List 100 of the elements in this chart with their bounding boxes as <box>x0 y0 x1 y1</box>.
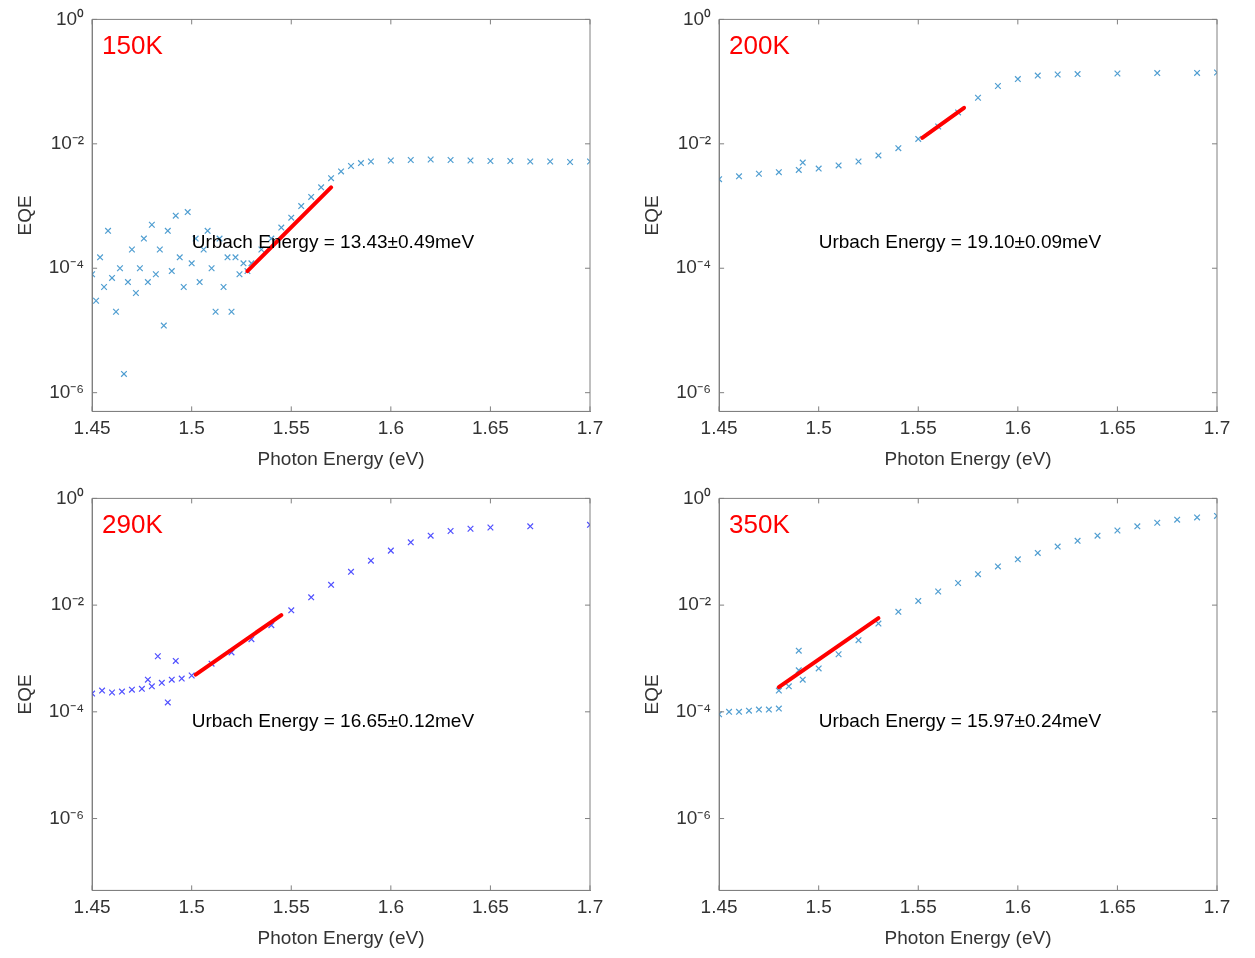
x-tick-label: 1.7 <box>576 896 604 918</box>
x-tick-label: 1.7 <box>576 417 604 439</box>
point <box>1054 71 1062 78</box>
point <box>799 159 807 166</box>
point <box>367 557 375 565</box>
point <box>144 676 152 684</box>
y-tick-label: 10⁰ <box>682 7 712 29</box>
point <box>855 636 862 644</box>
x-axis-title: Photon Energy (eV) <box>884 447 1052 469</box>
point <box>447 527 455 535</box>
chart-title: 350K <box>729 508 791 539</box>
x-tick-label: 1.65 <box>471 896 509 918</box>
y-tick-label: 10⁰ <box>55 7 85 29</box>
point <box>1094 532 1101 540</box>
x-tick-label: 1.5 <box>805 417 832 439</box>
point <box>1054 543 1062 551</box>
point <box>755 170 763 178</box>
x-tick-label: 1.65 <box>471 417 509 439</box>
point <box>1173 516 1181 524</box>
x-tick-label: 1.6 <box>1004 896 1032 918</box>
point <box>148 682 156 690</box>
point <box>974 94 982 102</box>
point <box>914 597 922 605</box>
y-tick-label: 10⁻⁶ <box>49 806 85 828</box>
point <box>1014 75 1022 83</box>
point <box>467 525 474 533</box>
x-tick-label: 1.6 <box>1004 417 1032 439</box>
point <box>894 144 902 152</box>
y-tick-label: 10⁰ <box>682 486 712 508</box>
point <box>894 608 902 616</box>
y-tick-label: 10⁻⁴ <box>675 700 712 722</box>
annotation: Urbach Energy = 15.97±0.24meV <box>818 710 1102 732</box>
point <box>755 706 763 714</box>
point <box>725 708 733 716</box>
y-tick-label: 10⁻² <box>50 132 85 154</box>
point <box>765 706 773 714</box>
point <box>1034 72 1042 80</box>
point <box>108 689 116 696</box>
x-tick-label: 1.55 <box>899 896 937 918</box>
y-tick-label: 10⁻² <box>677 132 712 154</box>
x-tick-label: 1.5 <box>178 896 205 918</box>
annotation: Urbach Energy = 19.10±0.09meV <box>818 231 1102 253</box>
x-tick-label: 1.6 <box>377 417 405 439</box>
point <box>387 547 395 555</box>
point <box>307 593 315 601</box>
x-tick-label: 1.7 <box>1203 417 1231 439</box>
x-tick-label: 1.65 <box>1098 417 1136 439</box>
chart-title: 200K <box>729 29 791 60</box>
y-tick-label: 10⁰ <box>55 486 85 508</box>
x-axis-title: Photon Energy (eV) <box>257 447 425 469</box>
point <box>815 165 823 173</box>
x-tick-label: 1.45 <box>700 417 738 439</box>
x-tick-label: 1.7 <box>1203 896 1231 918</box>
point <box>138 685 146 693</box>
point <box>785 682 793 690</box>
x-tick-label: 1.45 <box>73 417 111 439</box>
x-tick-label: 1.5 <box>178 417 205 439</box>
point <box>1034 549 1042 557</box>
point <box>815 665 823 672</box>
chart-title: 290K <box>102 508 164 539</box>
point <box>795 647 803 655</box>
point <box>745 707 753 715</box>
x-axis-title: Photon Energy (eV) <box>884 926 1052 948</box>
point <box>1074 70 1082 78</box>
x-tick-label: 1.55 <box>899 417 937 439</box>
y-tick-label: 10⁻⁶ <box>49 380 85 402</box>
point <box>98 687 106 695</box>
point <box>172 657 180 665</box>
point <box>164 699 172 706</box>
point <box>1074 537 1082 545</box>
point <box>775 705 783 713</box>
y-axis-title: EQE <box>13 195 35 236</box>
point <box>1014 555 1022 563</box>
point <box>835 650 843 658</box>
point <box>994 563 1002 570</box>
point <box>1153 69 1161 77</box>
point <box>795 166 803 174</box>
y-axis-title: EQE <box>640 195 662 236</box>
y-tick-label: 10⁻⁶ <box>676 380 712 402</box>
x-tick-label: 1.6 <box>377 896 405 918</box>
y-axis-title: EQE <box>640 674 662 715</box>
point <box>347 568 355 576</box>
x-tick-label: 1.65 <box>1098 896 1136 918</box>
point <box>1193 514 1201 521</box>
point <box>178 675 186 682</box>
y-tick-label: 10⁻⁶ <box>676 806 712 828</box>
x-axis-title: Photon Energy (eV) <box>257 926 425 948</box>
point <box>327 581 335 589</box>
point <box>934 588 942 595</box>
y-tick-label: 10⁻² <box>50 593 85 615</box>
y-tick-label: 10⁻² <box>677 593 712 615</box>
annotation: Urbach Energy = 16.65±0.12meV <box>191 710 475 732</box>
y-axis-title: EQE <box>13 674 35 715</box>
x-tick-label: 1.55 <box>272 896 310 918</box>
point <box>128 686 136 694</box>
chart-title: 150K <box>102 29 164 60</box>
point <box>974 570 982 578</box>
y-tick-label: 10⁻⁴ <box>48 256 85 278</box>
point <box>407 538 415 546</box>
y-tick-label: 10⁻⁴ <box>675 256 712 278</box>
